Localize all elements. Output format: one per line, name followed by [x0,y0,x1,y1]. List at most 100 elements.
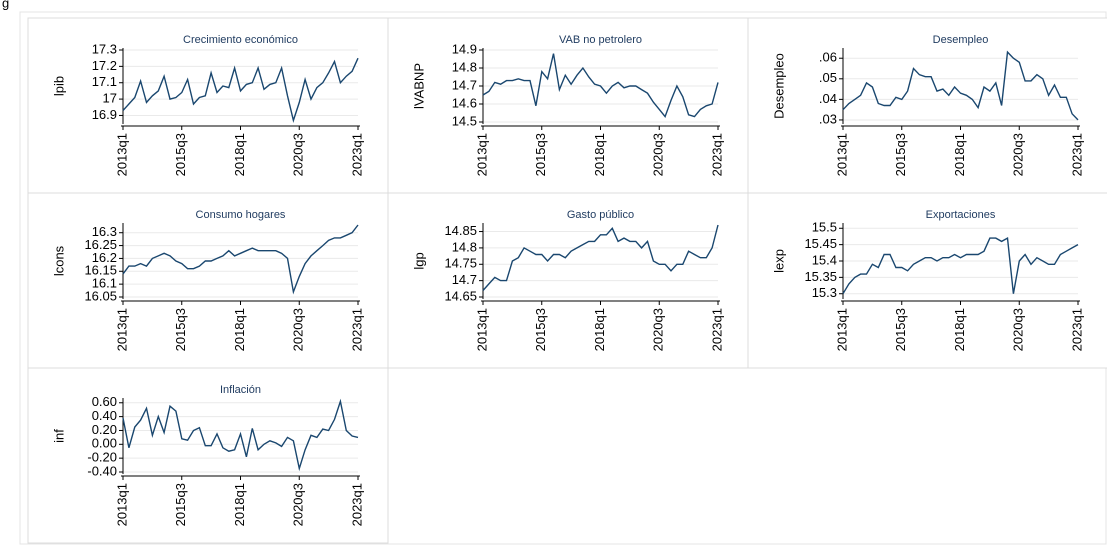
panel [747,17,1107,194]
y-axis-label: lVABNP [411,63,426,109]
x-tick-label: 2023q1 [349,483,364,526]
series-line [122,224,359,295]
panel-title: Crecimiento económico [183,34,298,46]
y-tick-label: 16.15 [84,263,117,278]
panel-title: Inflación [220,384,261,396]
x-tick-label: 2013q1 [114,133,129,176]
y-tick-label: 0.40 [92,408,117,423]
y-tick-label: 15.35 [804,269,837,284]
y-tick-label: 14.65 [444,288,477,303]
y-tick-label: .05 [819,70,837,85]
x-tick-label: 2013q1 [114,483,129,526]
x-tick-label: 2013q1 [834,308,849,351]
series-line [482,224,719,291]
x-tick-label: 2013q1 [474,133,489,176]
x-tick-label: 2023q1 [349,308,364,351]
y-tick-label: 0.00 [92,436,117,451]
x-tick-label: 2013q1 [834,133,849,176]
y-axis-label: lcons [51,245,66,276]
y-tick-label: 16.9 [92,107,117,122]
y-tick-label: .04 [819,91,837,106]
y-tick-label: -0.20 [87,450,117,465]
x-tick-label: 2013q1 [114,308,129,351]
x-tick-label: 2020q3 [291,308,306,351]
series-line [482,53,719,119]
panel-title: VAB no petrolero [559,34,642,46]
panel [387,17,749,194]
series-line [122,57,359,123]
y-tick-label: 14.9 [452,41,477,56]
x-tick-label: 2020q3 [1011,133,1026,176]
y-tick-label: 17.2 [92,58,117,73]
panel [27,17,389,194]
y-tick-label: -0.40 [87,463,117,478]
y-tick-label: 14.6 [452,95,477,110]
y-tick-label: 14.5 [452,113,477,128]
x-tick-label: 2023q1 [1069,308,1084,351]
y-tick-label: 15.4 [812,252,837,267]
x-tick-label: 2018q1 [952,308,967,351]
y-tick-label: 16.3 [92,224,117,239]
y-tick-label: 14.75 [444,256,477,271]
x-tick-label: 2020q3 [1011,308,1026,351]
panel-title: Desempleo [933,34,989,46]
x-tick-label: 2018q1 [952,133,967,176]
panel [27,367,389,544]
x-tick-label: 2023q1 [709,308,724,351]
y-tick-label: 15.45 [804,236,837,251]
x-tick-label: 2015q3 [173,483,188,526]
panel-title: Gasto público [567,209,634,221]
x-tick-label: 2015q3 [533,133,548,176]
y-tick-label: 16.05 [84,288,117,303]
series-line [122,398,359,472]
y-tick-label: 14.7 [452,272,477,287]
x-tick-label: 2023q1 [1069,133,1084,176]
x-tick-label: 2015q3 [533,308,548,351]
y-tick-label: 16.2 [92,250,117,265]
y-tick-label: .06 [819,50,837,65]
x-tick-label: 2015q3 [173,133,188,176]
x-tick-label: 2020q3 [651,308,666,351]
panel [747,192,1107,369]
y-tick-label: 17 [103,91,117,106]
x-tick-label: 2015q3 [173,308,188,351]
y-tick-label: 17.1 [92,74,117,89]
y-axis-label: Desempleo [771,53,786,119]
x-tick-label: 2013q1 [474,308,489,351]
panel [27,192,389,369]
x-tick-label: 2020q3 [291,483,306,526]
series-line [842,236,1079,295]
x-tick-label: 2023q1 [349,133,364,176]
y-tick-label: 16.1 [92,276,117,291]
y-tick-label: 14.8 [452,239,477,254]
y-tick-label: 14.7 [452,77,477,92]
y-tick-label: 14.8 [452,59,477,74]
x-tick-label: 2015q3 [893,308,908,351]
y-axis-label: lpib [51,76,66,96]
y-tick-label: 0.20 [92,422,117,437]
y-axis-label: inf [51,429,66,443]
fragment-text: g [2,0,9,10]
y-tick-label: .03 [819,111,837,126]
panel-title: Exportaciones [926,209,996,221]
x-tick-label: 2020q3 [291,133,306,176]
x-tick-label: 2015q3 [893,133,908,176]
y-tick-label: 17.3 [92,41,117,56]
series-line [842,50,1079,121]
x-tick-label: 2018q1 [592,308,607,351]
y-tick-label: 15.5 [812,220,837,235]
y-axis-label: lgp [411,252,426,269]
x-tick-label: 2020q3 [651,133,666,176]
y-tick-label: 14.85 [444,223,477,238]
y-axis-label: lexp [771,249,786,273]
y-tick-label: 0.60 [92,394,117,409]
panel-title: Consumo hogares [196,209,286,221]
y-tick-label: 15.3 [812,285,837,300]
x-tick-label: 2018q1 [232,308,247,351]
x-tick-label: 2023q1 [709,133,724,176]
x-tick-label: 2018q1 [592,133,607,176]
x-tick-label: 2018q1 [232,483,247,526]
y-tick-label: 16.25 [84,237,117,252]
x-tick-label: 2018q1 [232,133,247,176]
